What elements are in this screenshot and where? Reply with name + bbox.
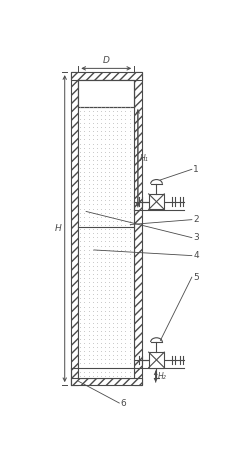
Bar — [71, 72, 78, 385]
Text: D: D — [103, 57, 110, 65]
Text: H₂: H₂ — [158, 372, 167, 381]
Bar — [149, 194, 164, 209]
Text: 6: 6 — [121, 398, 126, 408]
Text: H: H — [55, 224, 62, 233]
Text: H₁: H₁ — [139, 154, 148, 163]
Text: 3: 3 — [193, 233, 199, 242]
Bar — [78, 79, 134, 106]
Bar — [149, 352, 164, 368]
Bar — [71, 72, 142, 79]
Bar — [78, 227, 134, 378]
Bar — [78, 79, 134, 378]
Text: 2: 2 — [193, 215, 199, 224]
Text: 1: 1 — [193, 165, 199, 174]
Bar — [134, 72, 142, 385]
Text: 5: 5 — [193, 273, 199, 282]
Bar — [78, 106, 134, 227]
Bar — [71, 378, 142, 385]
Text: 4: 4 — [193, 251, 199, 260]
